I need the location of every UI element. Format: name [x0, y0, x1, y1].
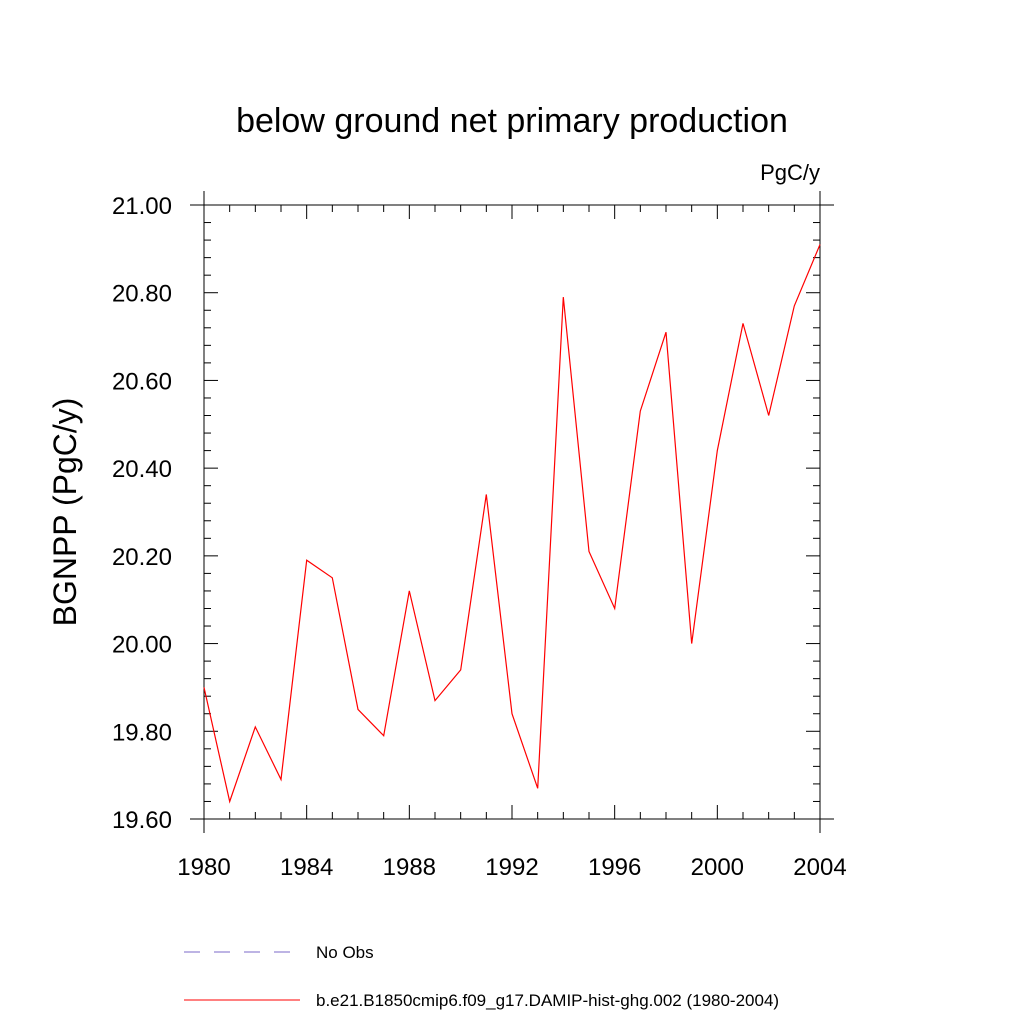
y-tick-label: 19.60	[112, 807, 172, 834]
chart-title: below ground net primary production	[236, 102, 788, 140]
y-axis-label: BGNPP (PgC/y)	[47, 398, 83, 627]
plot-frame	[203, 204, 821, 820]
legend: No Obs b.e21.B1850cmip6.f09_g17.DAMIP-his…	[184, 943, 779, 1010]
y-tick-label: 20.00	[112, 632, 172, 659]
y-tick-label: 20.20	[112, 544, 172, 571]
x-tick-label: 1992	[485, 854, 538, 881]
x-tick-label: 1988	[383, 854, 436, 881]
axes: 1980 1984 1988 1992 1996 2000 2004 19.60 19.80 20…	[112, 191, 847, 881]
x-tick-label: 1996	[588, 854, 641, 881]
series-layer	[203, 244, 821, 804]
y-tick-label: 21.00	[112, 193, 172, 220]
units-label: PgC/y	[760, 160, 820, 185]
x-tick-label: 1984	[280, 854, 333, 881]
x-tick-label: 2004	[793, 854, 846, 881]
x-tick-label: 1980	[177, 854, 230, 881]
legend-label: No Obs	[316, 943, 374, 962]
y-tick-label: 20.40	[112, 456, 172, 483]
x-tick-label: 2000	[691, 854, 744, 881]
y-tick-label: 20.80	[112, 281, 172, 308]
legend-label: b.e21.B1850cmip6.f09_g17.DAMIP-hist-ghg.…	[316, 991, 779, 1010]
y-tick-label: 20.60	[112, 368, 172, 395]
series-line	[203, 244, 821, 804]
y-tick-label: 19.80	[112, 719, 172, 746]
